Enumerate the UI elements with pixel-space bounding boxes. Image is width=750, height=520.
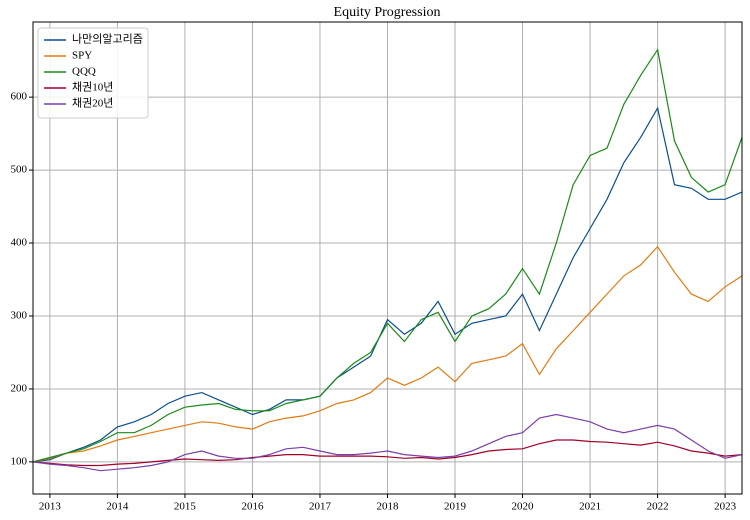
y-tick-label: 500 — [11, 164, 28, 176]
series-line — [33, 106, 742, 463]
series-line — [33, 48, 742, 463]
x-tick-label: 2020 — [512, 501, 535, 513]
x-tick-label: 2019 — [444, 501, 467, 513]
y-tick-label: 300 — [11, 310, 28, 322]
plot-frame — [32, 21, 743, 495]
x-tick-label: 2014 — [106, 501, 129, 513]
legend-box — [37, 27, 149, 119]
legend-label: QQQ — [72, 66, 96, 78]
legend-label: 채권20년 — [72, 97, 113, 110]
series-line — [33, 413, 742, 472]
x-tick-label: 2016 — [241, 501, 264, 513]
chart-title: Equity Progression — [334, 5, 441, 20]
x-tick-label: 2023 — [714, 501, 737, 513]
y-tick-label: 100 — [11, 455, 28, 467]
series-line — [33, 439, 742, 467]
y-tick-label: 400 — [11, 237, 28, 249]
x-tick-label: 2015 — [174, 501, 197, 513]
x-tick-label: 2013 — [39, 501, 62, 513]
x-tick-label: 2022 — [647, 501, 669, 513]
series-line — [33, 245, 742, 463]
legend-label: 나만의알고리즘 — [72, 32, 143, 46]
x-tick-label: 2017 — [309, 501, 332, 513]
y-tick-label: 600 — [11, 91, 28, 103]
legend-label: 채권10년 — [72, 81, 113, 94]
y-tick-label: 200 — [11, 382, 28, 394]
legend-label: SPY — [72, 50, 92, 62]
x-tick-label: 2018 — [377, 501, 400, 513]
x-tick-label: 2021 — [579, 501, 601, 513]
